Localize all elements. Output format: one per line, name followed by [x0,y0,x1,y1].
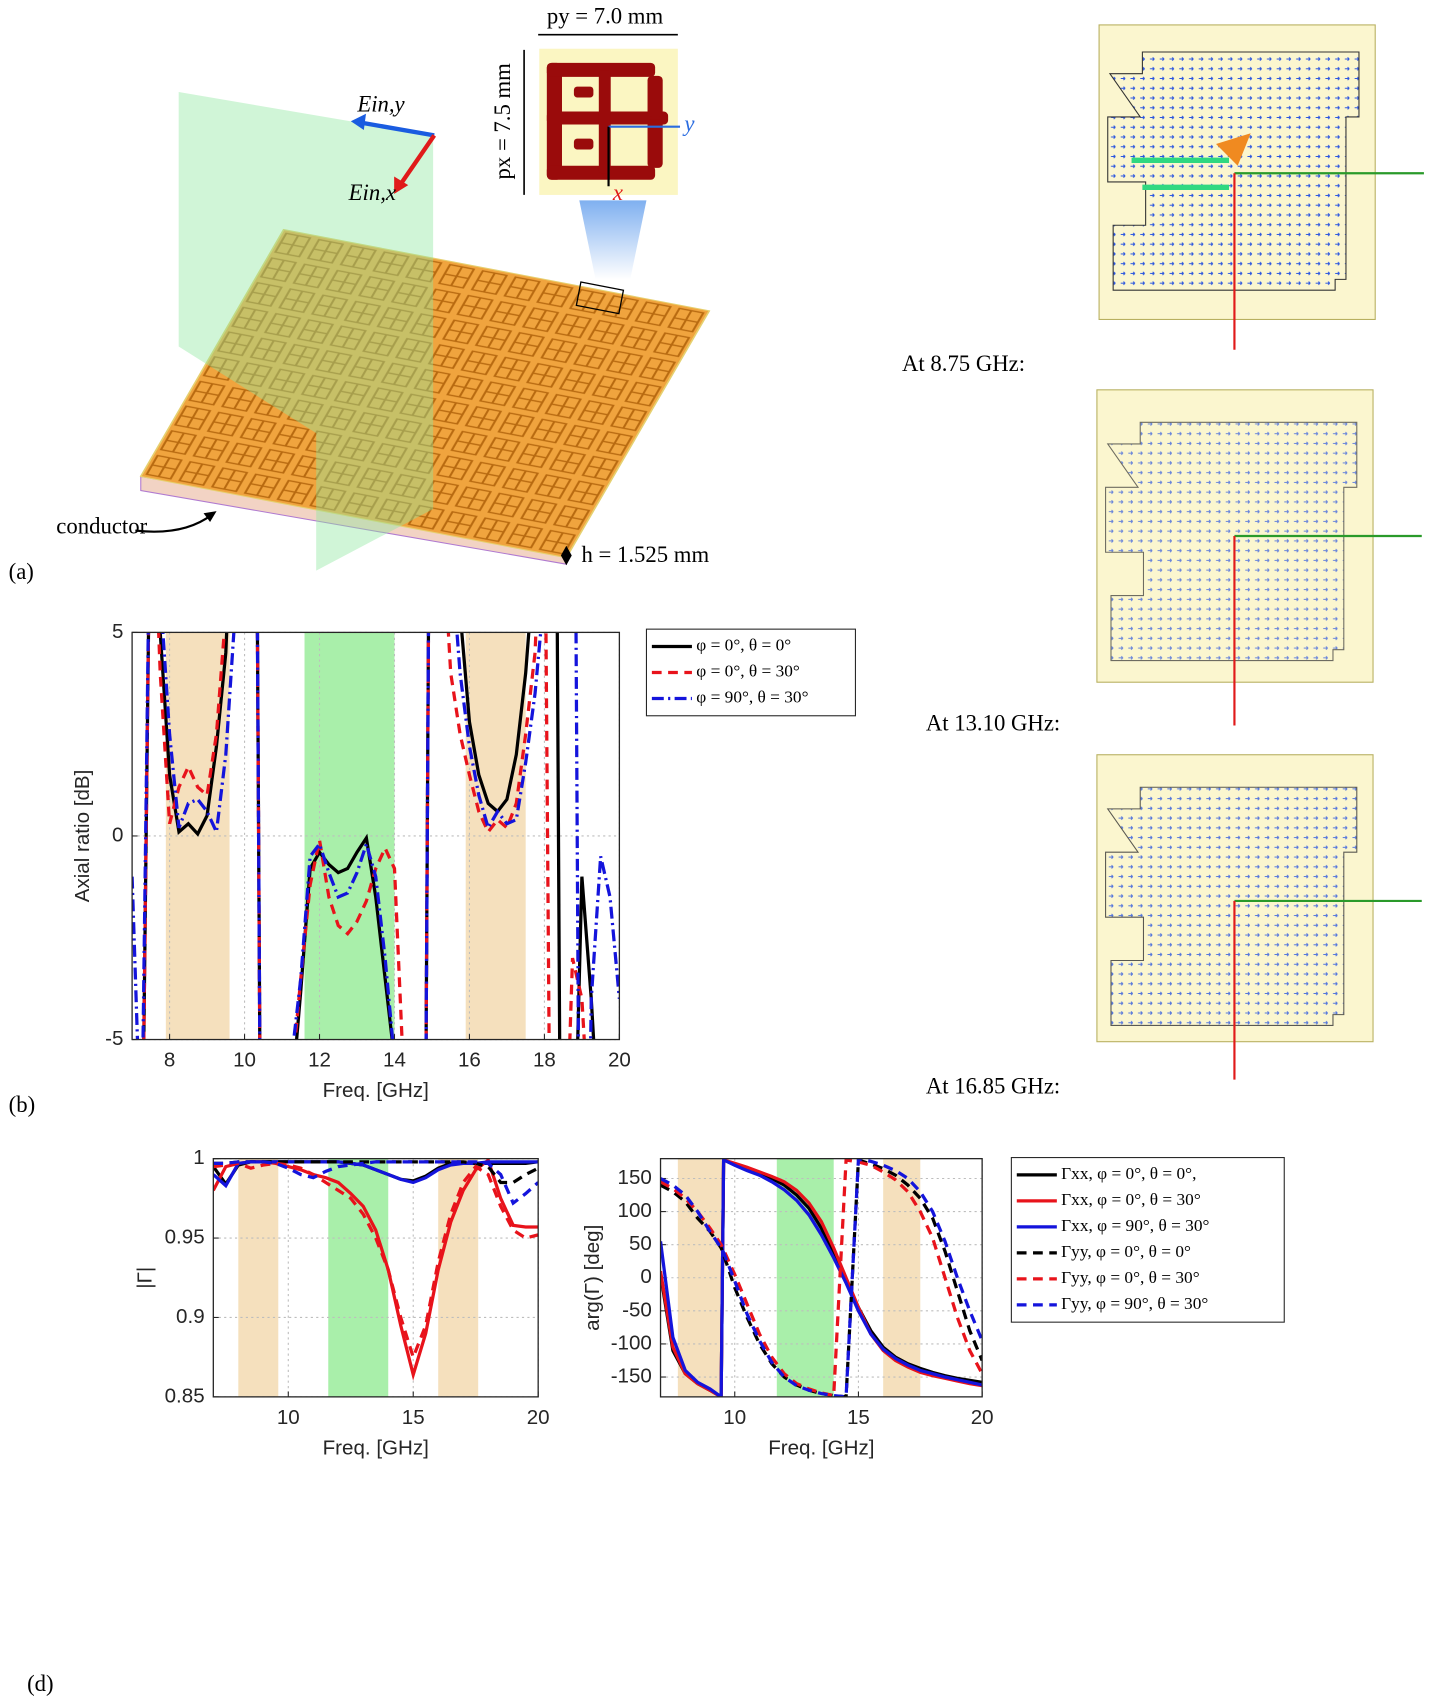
y-axis-label: Axial ratio [dB] [71,770,94,903]
x-tick-label: 10 [277,1406,300,1429]
panel-label: (b) [9,1092,36,1117]
x-tick-label: 20 [608,1049,631,1072]
x-tick-label: 20 [971,1406,994,1429]
x-tick-label: 15 [402,1406,425,1429]
legend-label: φ = 90°, θ = 30° [696,687,808,706]
field-label: Ein,y [356,91,405,116]
y-tick-label: 0.95 [165,1225,205,1248]
frequency-label: At 16.85 GHz: [926,1073,1060,1098]
chart: 10 15 20 150 100 50 0 -50 -100 -150 Freq. [GHz] arg… [581,1158,1284,1460]
x-tick-label: 14 [383,1049,406,1072]
y-tick-label: 150 [618,1166,652,1189]
field-label: Ein,x [348,180,396,205]
period-label: py = 7.0 mm [547,4,664,29]
x-tick-label: 10 [723,1406,746,1429]
x-tick-label: 10 [233,1049,256,1072]
y-axis-label: |Γ| [134,1267,157,1289]
array-illustration [135,35,709,571]
y-tick-label: 0 [112,823,123,846]
y-axis-label: arg(Γ) [deg] [581,1225,604,1331]
x-tick-label: 12 [308,1049,331,1072]
y-tick-label: 100 [618,1199,652,1222]
panel-label: (a) [9,559,34,584]
y-tick-label: 0.9 [176,1305,205,1328]
y-tick-label: -50 [622,1298,652,1321]
axis-label: y [682,111,695,136]
band [238,1159,278,1397]
panel-label: (d) [27,1671,54,1696]
legend-label: Γxx, φ = 0°, θ = 30° [1061,1190,1201,1209]
legend-label: φ = 0°, θ = 0° [696,635,791,654]
y-tick-label: 5 [112,620,123,643]
band [328,1159,388,1397]
period-label: px = 7.5 mm [490,63,515,180]
y-tick-label: 0.85 [165,1384,205,1407]
y-tick-label: -5 [105,1027,123,1050]
x-tick-label: 16 [458,1049,481,1072]
annotation: h = 1.525 mm [581,542,709,567]
page: {"figure": {"panel_a": "(a)", "panel_b":… [0,0,1451,1699]
y-tick-label: -100 [611,1331,652,1354]
axis-label: x [612,180,623,205]
y-tick-label: 0 [640,1265,651,1288]
y-tick-label: -150 [611,1364,652,1387]
legend-label: Γxx, φ = 90°, θ = 30° [1061,1216,1209,1235]
x-tick-label: 18 [533,1049,556,1072]
current-maps [1097,25,1424,1080]
x-tick-label: 8 [164,1049,175,1072]
legend-label: φ = 0°, θ = 30° [696,661,800,680]
legend-label: Γxx, φ = 0°, θ = 0°, [1061,1164,1196,1183]
annotation: conductor [56,514,147,539]
x-axis-label: Freq. [GHz] [768,1436,874,1459]
x-tick-label: 20 [527,1406,550,1429]
x-tick-label: 15 [847,1406,870,1429]
chart: 10 15 20 0.85 0.9 0.95 1 Freq. [GHz] |Γ| [134,1146,550,1459]
legend-label: Γyy, φ = 0°, θ = 30° [1061,1268,1200,1287]
y-tick-label: 1 [193,1146,204,1169]
x-axis-label: Freq. [GHz] [323,1079,429,1102]
frequency-label: At 13.10 GHz: [926,711,1060,736]
figure: (a) (b) (d) py = 7.0 mm px = 7.5 mm Ein,… [0,0,1451,1699]
legend-label: Γyy, φ = 0°, θ = 0° [1061,1242,1191,1261]
legend-label: Γyy, φ = 90°, θ = 30° [1061,1294,1208,1313]
x-axis-label: Freq. [GHz] [323,1436,429,1459]
frequency-label: At 8.75 GHz: [902,351,1025,376]
y-tick-label: 50 [629,1232,652,1255]
